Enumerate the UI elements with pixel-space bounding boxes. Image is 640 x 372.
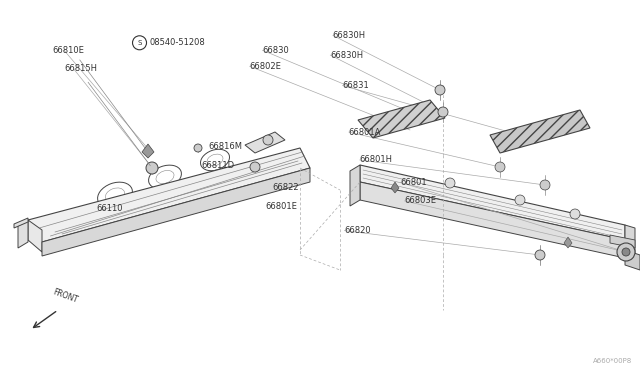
Text: 66830H: 66830H (330, 51, 364, 60)
Text: 66801: 66801 (400, 178, 427, 187)
Polygon shape (142, 144, 154, 158)
Circle shape (445, 178, 455, 188)
Circle shape (435, 85, 445, 95)
Text: 66815H: 66815H (64, 64, 97, 73)
Text: A660*00P8: A660*00P8 (593, 358, 632, 364)
Text: 66802E: 66802E (250, 62, 282, 71)
Text: 66830H: 66830H (333, 31, 366, 40)
Polygon shape (360, 165, 625, 240)
Polygon shape (564, 237, 572, 248)
Circle shape (438, 107, 448, 117)
Polygon shape (14, 218, 28, 228)
Text: 66830: 66830 (262, 46, 289, 55)
Polygon shape (391, 182, 399, 193)
Polygon shape (625, 250, 640, 270)
Circle shape (515, 195, 525, 205)
Circle shape (540, 180, 550, 190)
Text: 66801H: 66801H (360, 155, 393, 164)
Circle shape (146, 162, 158, 174)
Circle shape (622, 248, 630, 256)
Circle shape (495, 162, 505, 172)
Polygon shape (28, 220, 42, 252)
Circle shape (250, 162, 260, 172)
Text: 08540-51208: 08540-51208 (150, 38, 205, 47)
Text: S: S (138, 40, 141, 46)
Polygon shape (490, 110, 590, 153)
Circle shape (617, 243, 635, 261)
Polygon shape (610, 235, 635, 248)
Text: 66110: 66110 (96, 204, 122, 213)
Polygon shape (28, 148, 310, 242)
Polygon shape (350, 165, 360, 206)
Text: 66810E: 66810E (52, 46, 84, 55)
Text: 66803E: 66803E (404, 196, 436, 205)
Circle shape (263, 135, 273, 145)
Polygon shape (360, 182, 625, 258)
Text: 66816M: 66816M (208, 142, 242, 151)
Polygon shape (625, 225, 635, 260)
Polygon shape (245, 132, 285, 153)
Polygon shape (42, 168, 310, 256)
Text: 66811D: 66811D (202, 161, 235, 170)
Text: 66801A: 66801A (349, 128, 381, 137)
Text: FRONT: FRONT (52, 288, 79, 305)
Text: 66820: 66820 (344, 226, 371, 235)
Circle shape (570, 209, 580, 219)
Text: 66822: 66822 (272, 183, 299, 192)
Text: 66831: 66831 (342, 81, 369, 90)
Polygon shape (18, 220, 28, 248)
Circle shape (194, 144, 202, 152)
Text: 66801E: 66801E (266, 202, 298, 211)
Circle shape (535, 250, 545, 260)
Polygon shape (358, 100, 445, 138)
